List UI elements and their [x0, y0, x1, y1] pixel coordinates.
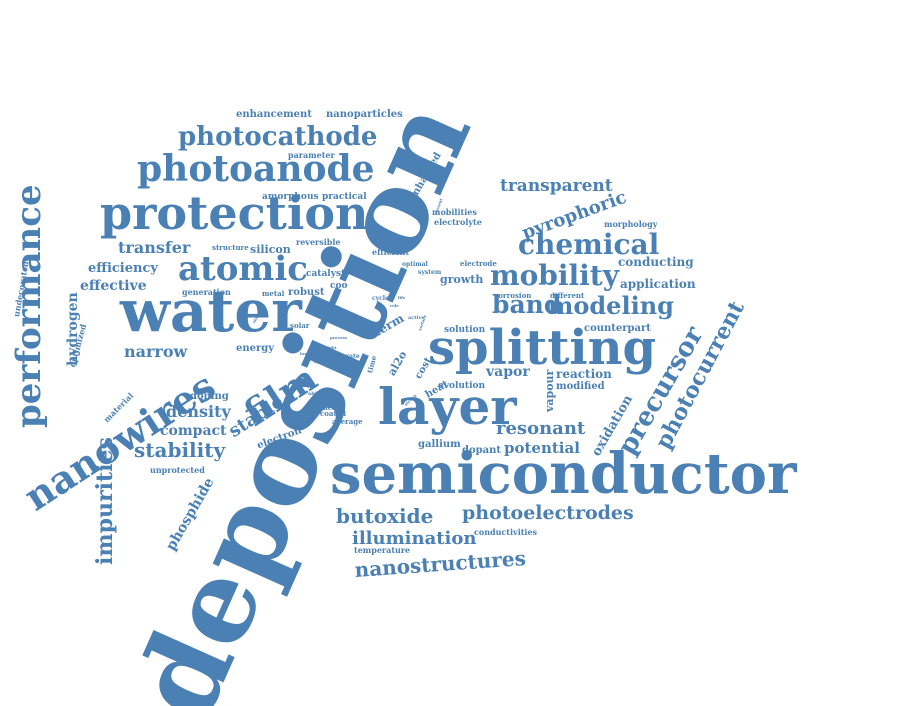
- word-role: role: [390, 303, 399, 308]
- word-solution: solution: [444, 325, 486, 335]
- word-density: density: [166, 402, 231, 421]
- word-efficiency: efficiency: [88, 261, 158, 276]
- word-transparent: transparent: [500, 176, 613, 196]
- word-modified: modified: [556, 381, 605, 392]
- word-solar: solar: [290, 321, 310, 330]
- word-coated: coated: [320, 409, 347, 418]
- word-average: average: [332, 417, 363, 426]
- word-optimal: optimal: [402, 261, 428, 268]
- word-more: more: [326, 359, 352, 369]
- word-semiconductor: semiconductor: [330, 441, 797, 507]
- word-butoxide: butoxide: [336, 504, 434, 528]
- word-temperature: temperature: [354, 545, 411, 555]
- word-narrow: narrow: [124, 342, 188, 361]
- word-effective: effective: [80, 278, 147, 294]
- word-electrode: electrode: [460, 259, 497, 268]
- word-process: process: [330, 335, 348, 340]
- word-atomic: atomic: [178, 249, 309, 289]
- word-silicon: silicon: [250, 243, 291, 256]
- word-metal: metal: [262, 289, 285, 298]
- word-photoelectrodes: photoelectrodes: [462, 502, 634, 524]
- word-rate: rate: [346, 353, 360, 360]
- word-dopant: dopant: [462, 445, 502, 456]
- word-compact: compact: [160, 423, 227, 439]
- word-different: different: [550, 291, 585, 300]
- word-catalyst: catalyst: [306, 269, 346, 279]
- word-robust: robust: [288, 287, 325, 298]
- word-amorphous: amorphous: [262, 192, 319, 202]
- word-impurities: impurities: [92, 437, 118, 565]
- word-ability: ability: [308, 391, 326, 397]
- word-morphology: morphology: [604, 219, 658, 229]
- word-vapor: vapor: [486, 364, 530, 380]
- word-reaction: reaction: [556, 367, 612, 381]
- word-higher: higher: [310, 403, 336, 412]
- word-cycle: cycle: [372, 295, 389, 302]
- word-photocathode: photocathode: [178, 122, 378, 152]
- word-gallium: gallium: [418, 439, 461, 450]
- word-unprotected: unprotected: [150, 465, 205, 475]
- word-system: system: [418, 269, 442, 276]
- word-efficient: efficient: [372, 247, 410, 257]
- word-enhancement: enhancement: [236, 109, 312, 120]
- word-nanoparticles: nanoparticles: [326, 109, 403, 120]
- word-loss: loss: [352, 363, 361, 368]
- word-corrosion: corrosion: [494, 291, 532, 300]
- word-vapour: vapour: [543, 369, 556, 412]
- word-resonant: resonant: [496, 418, 586, 439]
- word-illumination: illumination: [352, 528, 477, 549]
- word-light: light: [326, 345, 337, 350]
- word-splitting: splitting: [428, 320, 657, 376]
- word-potential: potential: [504, 439, 580, 457]
- word-life: life: [398, 295, 406, 300]
- word-parameter: parameter: [288, 150, 335, 160]
- word-growth: growth: [440, 273, 484, 286]
- word-application: application: [620, 277, 696, 291]
- word-evolution: evolution: [438, 381, 486, 391]
- word-conducting: conducting: [618, 255, 694, 269]
- word-active: active: [408, 315, 425, 321]
- word-layer: layer: [378, 377, 517, 436]
- word-doping: doping: [190, 391, 229, 402]
- word-reversible: reversible: [296, 237, 341, 247]
- word-in: in: [320, 351, 325, 356]
- word-transfer: transfer: [118, 238, 191, 257]
- word-conductivities: conductivities: [474, 527, 538, 537]
- word-stability: stability: [134, 438, 226, 462]
- word-chemical: chemical: [518, 228, 660, 261]
- word-nm: nm: [314, 359, 322, 364]
- word-generation: generation: [182, 287, 231, 297]
- word-water: water: [120, 277, 302, 345]
- word-low: low: [300, 351, 308, 356]
- word-mobilities: mobilities: [432, 207, 477, 217]
- word-structure: structure: [212, 243, 249, 252]
- word-coo: coo: [330, 281, 348, 291]
- word-electrolyte: electrolyte: [434, 217, 482, 227]
- word-photoanode: photoanode: [137, 148, 375, 190]
- word-modeling: modeling: [548, 291, 674, 320]
- word-mobility: mobility: [490, 259, 619, 292]
- word-counterpart: counterpart: [584, 323, 651, 334]
- word-energy: energy: [236, 343, 275, 354]
- word-protection: protection: [100, 186, 369, 240]
- word-band: band: [492, 290, 562, 319]
- word-practical: practical: [322, 192, 367, 202]
